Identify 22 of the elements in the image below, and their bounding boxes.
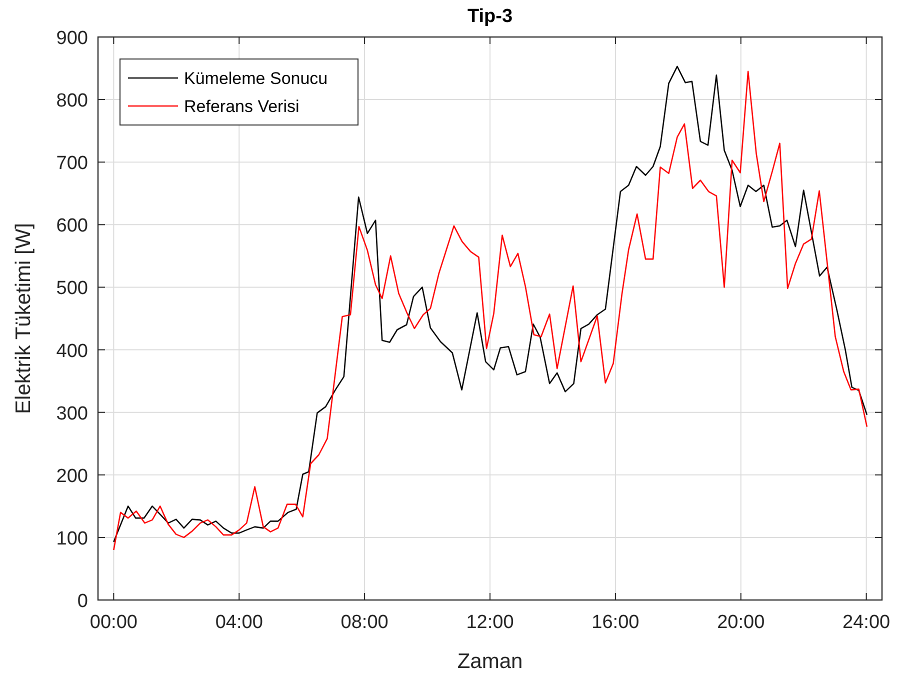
x-tick-label: 12:00 [466, 612, 514, 633]
y-tick-label: 700 [56, 153, 88, 174]
x-tick-label: 24:00 [842, 612, 890, 633]
x-axis-title: Zaman [457, 650, 523, 673]
x-tick-label: 04:00 [215, 612, 263, 633]
y-tick-label: 500 [56, 278, 88, 300]
x-tick-label: 16:00 [592, 612, 640, 633]
y-tick-label: 200 [56, 466, 88, 487]
y-tick-label: 400 [56, 340, 88, 362]
x-tick-label: 08:00 [340, 612, 388, 633]
y-tick-label: 100 [56, 528, 88, 550]
x-tick-label: 00:00 [90, 612, 138, 633]
y-tick-label: 800 [56, 90, 88, 112]
legend-label: Referans Verisi [184, 97, 300, 116]
y-tick-label: 0 [77, 591, 88, 612]
x-tick-label: 20:00 [717, 612, 765, 633]
legend-label: Kümeleme Sonucu [184, 69, 328, 88]
y-tick-label: 300 [56, 403, 88, 424]
y-tick-label: 900 [56, 28, 88, 49]
y-axis-title: Elektrik Tüketimi [W] [12, 223, 35, 414]
y-tick-label: 600 [56, 216, 88, 237]
chart-title: Tip-3 [467, 6, 513, 27]
